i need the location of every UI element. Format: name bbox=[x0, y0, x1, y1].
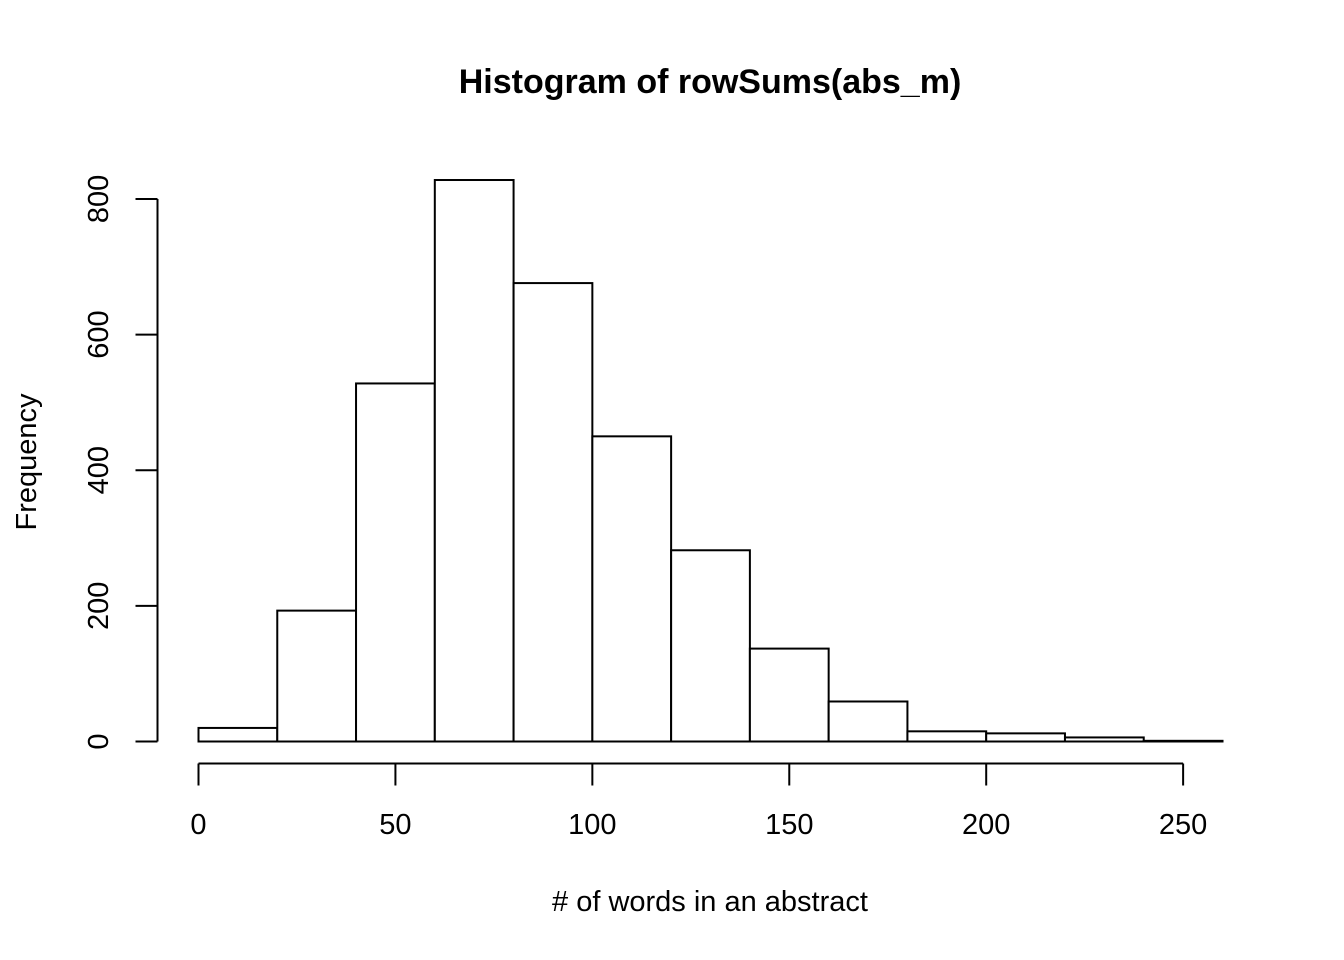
histogram-bar-12 bbox=[1142, 739, 1224, 743]
x-tick-label-2: 100 bbox=[568, 809, 616, 841]
histogram-bar-1 bbox=[276, 609, 358, 743]
histogram-bar-3 bbox=[433, 179, 515, 743]
histogram-bar-5 bbox=[591, 435, 673, 743]
y-tick-label-0: 0 bbox=[83, 733, 115, 749]
y-tick-label-1: 200 bbox=[83, 582, 115, 630]
histogram-bar-2 bbox=[355, 382, 436, 743]
x-tick-label-4: 200 bbox=[962, 809, 1010, 841]
histogram-bar-8 bbox=[827, 700, 909, 743]
histogram-bar-7 bbox=[748, 647, 830, 743]
histogram-bar-11 bbox=[1063, 736, 1145, 743]
histogram-bar-4 bbox=[512, 282, 594, 743]
histogram-bar-6 bbox=[670, 549, 751, 743]
y-axis: 0 200 400 600 800 bbox=[83, 175, 159, 750]
y-axis-label: Frequency bbox=[11, 393, 43, 531]
x-tick-label-3: 150 bbox=[765, 809, 813, 841]
x-tick-label-0: 0 bbox=[190, 809, 206, 841]
x-tick-label-1: 50 bbox=[379, 809, 411, 841]
y-tick-label-3: 600 bbox=[83, 310, 115, 358]
histogram-bar-0 bbox=[197, 726, 279, 743]
x-axis: 0 50 100 150 200 250 bbox=[190, 762, 1207, 841]
y-tick-label-4: 800 bbox=[83, 175, 115, 223]
y-tick-label-2: 400 bbox=[83, 446, 115, 494]
histogram-bar-10 bbox=[985, 732, 1066, 743]
x-axis-label: # of words in an abstract bbox=[552, 886, 868, 918]
bars-group bbox=[197, 179, 1224, 743]
histogram-bar-9 bbox=[906, 730, 988, 743]
chart-title: Histogram of rowSums(abs_m) bbox=[459, 63, 962, 101]
x-tick-label-5: 250 bbox=[1159, 809, 1207, 841]
